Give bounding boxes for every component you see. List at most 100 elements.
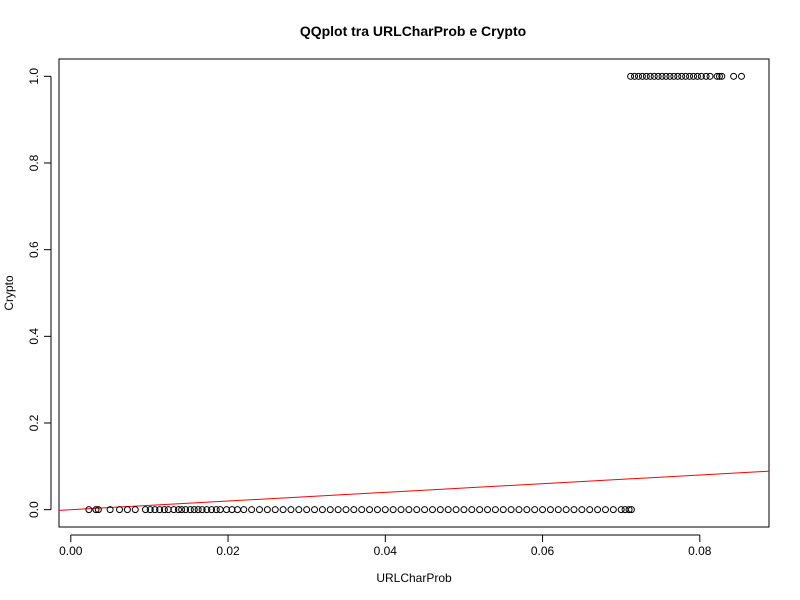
data-point <box>186 506 194 514</box>
data-point <box>428 506 436 514</box>
data-point <box>627 506 635 514</box>
data-point <box>397 506 405 514</box>
plot-frame <box>58 58 770 528</box>
data-point <box>436 506 444 514</box>
data-point <box>642 72 650 80</box>
y-tick-label: 0.6 <box>27 241 41 258</box>
data-point <box>468 506 476 514</box>
data-point <box>303 506 311 514</box>
data-point <box>515 506 523 514</box>
data-point <box>625 506 633 514</box>
data-point <box>702 72 710 80</box>
data-point <box>570 506 578 514</box>
data-point <box>686 72 694 80</box>
x-tick-label: 0.04 <box>374 544 398 558</box>
x-tick-label: 0.02 <box>216 544 240 558</box>
y-tick-label: 0.2 <box>27 414 41 431</box>
data-point <box>562 506 570 514</box>
data-point <box>693 72 701 80</box>
data-point <box>358 506 366 514</box>
data-point <box>92 506 100 514</box>
data-point <box>484 506 492 514</box>
data-point <box>499 506 507 514</box>
chart-title: QQplot tra URLCharProb e Crypto <box>300 23 526 39</box>
data-point <box>546 506 554 514</box>
data-point <box>175 506 183 514</box>
data-point <box>182 506 190 514</box>
data-point <box>318 506 326 514</box>
data-point <box>405 506 413 514</box>
data-point <box>94 506 102 514</box>
data-point <box>690 72 698 80</box>
data-point <box>523 506 531 514</box>
data-point <box>706 72 714 80</box>
data-point <box>650 72 658 80</box>
data-point <box>594 506 602 514</box>
x-tick-label: 0.00 <box>59 544 83 558</box>
y-axis: 0.0 0.2 0.4 0.6 0.8 1.0 <box>27 68 52 518</box>
data-point <box>178 506 186 514</box>
y-tick-label: 0.0 <box>27 501 41 518</box>
x-tick-label: 0.08 <box>688 544 712 558</box>
data-point <box>216 506 224 514</box>
data-point <box>287 506 295 514</box>
data-point <box>666 72 674 80</box>
data-point <box>156 506 164 514</box>
points-layer <box>85 72 745 514</box>
data-point <box>617 506 625 514</box>
data-point <box>586 506 594 514</box>
data-point <box>106 506 114 514</box>
data-point <box>627 72 635 80</box>
data-point <box>212 506 220 514</box>
data-point <box>654 72 662 80</box>
data-point <box>389 506 397 514</box>
data-point <box>638 72 646 80</box>
reference-line <box>58 470 770 511</box>
x-axis-label: URLCharProb <box>376 571 452 585</box>
data-point <box>452 506 460 514</box>
data-point <box>198 506 206 514</box>
data-point <box>697 72 705 80</box>
data-point <box>658 72 666 80</box>
data-point <box>646 72 654 80</box>
data-point <box>279 506 287 514</box>
y-tick-label: 1.0 <box>27 68 41 85</box>
data-point <box>421 506 429 514</box>
data-point <box>413 506 421 514</box>
data-point <box>208 506 216 514</box>
data-point <box>730 72 738 80</box>
data-point <box>116 506 124 514</box>
data-point <box>190 506 198 514</box>
data-point <box>350 506 358 514</box>
y-tick-label: 0.8 <box>27 154 41 171</box>
data-point <box>718 72 726 80</box>
data-point <box>444 506 452 514</box>
data-point <box>123 506 131 514</box>
data-point <box>460 506 468 514</box>
data-point <box>507 506 515 514</box>
data-point <box>311 506 319 514</box>
data-point <box>170 506 178 514</box>
data-point <box>674 72 682 80</box>
x-tick-label: 0.06 <box>531 544 555 558</box>
data-point <box>539 506 547 514</box>
data-point <box>366 506 374 514</box>
data-point <box>491 506 499 514</box>
data-point <box>373 506 381 514</box>
data-point <box>131 506 139 514</box>
data-point <box>194 506 202 514</box>
data-point <box>678 72 686 80</box>
data-point <box>737 72 745 80</box>
data-point <box>146 506 154 514</box>
data-point <box>342 506 350 514</box>
reference-line-layer <box>58 470 770 511</box>
data-point <box>240 506 248 514</box>
data-point <box>203 506 211 514</box>
data-point <box>85 506 93 514</box>
data-point <box>255 506 263 514</box>
data-point <box>670 72 678 80</box>
data-point <box>609 506 617 514</box>
y-tick-label: 0.4 <box>27 328 41 345</box>
data-point <box>531 506 539 514</box>
